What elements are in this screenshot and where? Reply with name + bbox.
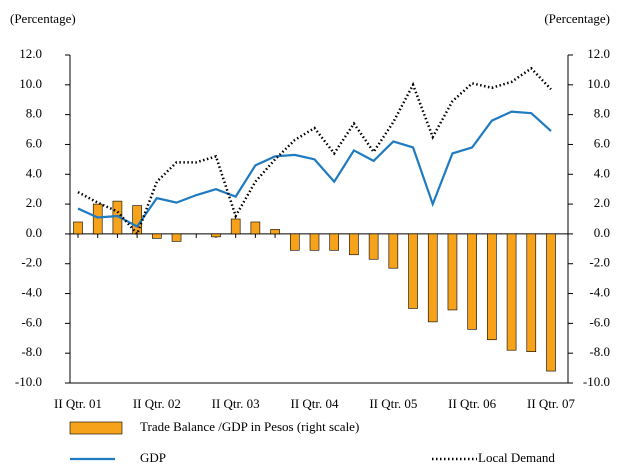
x-tick-label: II Qtr. 04: [290, 396, 339, 411]
y-tick-label: 8.0: [26, 106, 42, 121]
y-tick-label: 0.0: [26, 225, 42, 240]
y-tick-label: -6.0: [21, 314, 42, 329]
x-tick-label: II Qtr. 03: [212, 396, 260, 411]
x-tick-label: II Qtr. 02: [133, 396, 181, 411]
y2-tick-label: 6.0: [594, 135, 610, 150]
y2-tick-label: -10.0: [583, 374, 610, 389]
bar: [171, 233, 182, 242]
bar: [546, 233, 556, 372]
bar: [467, 233, 477, 330]
bar: [368, 233, 379, 260]
bar: [408, 233, 418, 309]
y-tick-label: -10.0: [15, 374, 42, 389]
y2-tick-label: -2.0: [589, 255, 610, 270]
line-series: [77, 66, 552, 237]
y2-tick-label: 0.0: [594, 225, 610, 240]
y-tick-label: 4.0: [26, 165, 42, 180]
bar: [487, 233, 497, 341]
bar: [211, 233, 221, 238]
y-tick-label: -2.0: [21, 255, 42, 270]
legend-label: Trade Balance /GDP in Pesos (right scale…: [140, 419, 359, 434]
x-tick-label: II Qtr. 06: [448, 396, 497, 411]
bar: [289, 233, 300, 251]
bar: [230, 218, 241, 235]
y-tick-label: 2.0: [26, 195, 42, 210]
line-series: [77, 110, 552, 228]
bar: [427, 233, 438, 323]
y2-tick-label: 2.0: [594, 195, 610, 210]
bar: [73, 221, 83, 235]
x-tick-label: II Qtr. 05: [369, 396, 417, 411]
y2-tick-label: 8.0: [594, 106, 610, 121]
y2-tick-label: 12.0: [587, 46, 610, 61]
y2-tick-label: -4.0: [589, 285, 610, 300]
bar: [270, 229, 280, 235]
y2-tick-label: 4.0: [594, 165, 610, 180]
y2-tick-label: -6.0: [589, 314, 610, 329]
y2-tick-label: 10.0: [587, 76, 610, 91]
y-tick-label: 12.0: [19, 46, 42, 61]
y-axis-label: (Percentage): [10, 11, 76, 26]
y-tick-label: 10.0: [19, 76, 42, 91]
bar: [152, 233, 162, 239]
bar: [388, 233, 399, 269]
legend-label: Local Demand: [478, 450, 555, 464]
y-tick-label: 6.0: [26, 135, 42, 150]
y-tick-label: -4.0: [21, 285, 42, 300]
bar: [526, 233, 537, 352]
y-tick-label: -8.0: [21, 344, 42, 359]
bar: [250, 221, 261, 235]
bar: [506, 233, 517, 351]
bar: [329, 233, 340, 251]
legend-label: GDP: [140, 450, 166, 464]
bar: [447, 233, 458, 311]
x-tick-label: II Qtr. 07: [527, 396, 576, 411]
bar: [349, 233, 359, 256]
bar: [92, 203, 103, 235]
bar: [309, 233, 320, 251]
legend-swatch: [69, 421, 123, 435]
y2-axis-label: (Percentage): [544, 11, 610, 26]
y2-tick-label: -8.0: [589, 344, 610, 359]
x-tick-label: II Qtr. 01: [54, 396, 102, 411]
